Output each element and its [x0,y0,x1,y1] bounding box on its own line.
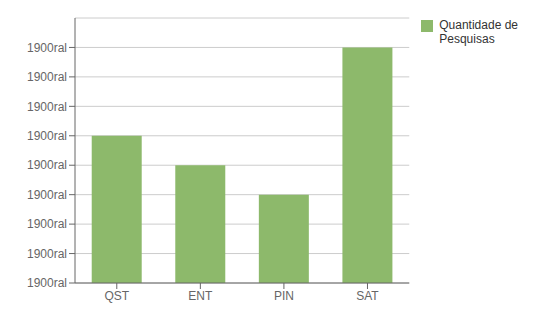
svg-text:QST: QST [104,289,129,303]
svg-text:1900ral: 1900ral [27,41,67,55]
svg-text:1900ral: 1900ral [27,217,67,231]
svg-text:1900ral: 1900ral [27,276,67,290]
svg-text:1900ral: 1900ral [27,188,67,202]
svg-text:1900ral: 1900ral [27,70,67,84]
svg-text:1900ral: 1900ral [27,247,67,261]
svg-text:1900ral: 1900ral [27,129,67,143]
html-text:Quantidade de Pesquisas: Quantidade de Pesquisas [439,18,518,46]
svg-text:ENT: ENT [188,289,213,303]
svg-text:SAT: SAT [356,289,379,303]
svg-text:1900ral: 1900ral [27,100,67,114]
svg-text:1900ral: 1900ral [27,158,67,172]
svg-text:PIN: PIN [274,289,294,303]
